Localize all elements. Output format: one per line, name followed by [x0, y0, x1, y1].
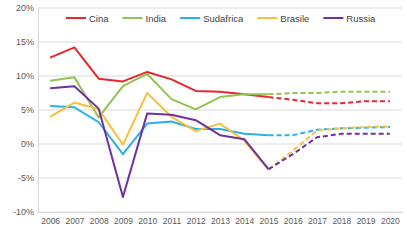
y-tick: 20%	[16, 3, 38, 13]
grid-line	[38, 8, 402, 9]
legend-label: India	[146, 13, 167, 24]
x-tick: 2017	[308, 212, 327, 226]
y-tick-label: 20%	[16, 3, 34, 13]
grid-line	[38, 144, 402, 145]
y-tick-label: 0%	[21, 139, 34, 149]
x-tick: 2011	[163, 212, 182, 226]
y-tick-label: 10%	[16, 71, 34, 81]
grid-line	[38, 76, 402, 77]
x-tick: 2010	[138, 212, 157, 226]
x-tick: 2006	[41, 212, 60, 226]
x-tick-label: 2013	[211, 216, 230, 226]
legend-swatch	[180, 17, 200, 19]
legend-label: Cina	[89, 13, 109, 24]
y-tick: 0%	[21, 139, 38, 149]
series-line	[50, 86, 268, 197]
x-tick-label: 2006	[41, 216, 60, 226]
legend-swatch	[123, 17, 143, 19]
x-axis: 2006 2007 2008 2009 2010 2011 2012 2013 2014 2015…	[39, 212, 403, 226]
series-line	[269, 126, 390, 170]
grid-line	[38, 110, 402, 111]
lines	[50, 47, 390, 197]
series-line	[269, 134, 390, 169]
x-tick-label: 2007	[65, 216, 84, 226]
x-tick: 2009	[114, 212, 133, 226]
x-tick-label: 2018	[332, 216, 351, 226]
y-axis-line	[38, 9, 39, 213]
x-tick: 2020	[381, 212, 400, 226]
legend-swatch	[257, 17, 277, 19]
y-tick: -5%	[18, 173, 38, 183]
x-tick-label: 2012	[187, 216, 206, 226]
x-axis-line	[39, 212, 403, 213]
x-tick: 2008	[90, 212, 109, 226]
legend-item: Russia	[323, 13, 376, 24]
grid-line	[38, 212, 402, 213]
x-tick: 2019	[357, 212, 376, 226]
grid-line	[38, 178, 402, 179]
y-tick: 5%	[21, 105, 38, 115]
plot: -10% -5% 0% 5% 10% 15% 20% 2006 2007 2008 2009 2010…	[13, 3, 403, 226]
y-tick-label: -10%	[13, 207, 34, 217]
grid	[38, 8, 402, 212]
series-line	[50, 93, 268, 170]
x-tick: 2013	[211, 212, 230, 226]
y-tick: 15%	[16, 37, 38, 47]
x-tick: 2018	[332, 212, 351, 226]
x-tick: 2014	[235, 212, 254, 226]
y-tick-label: 5%	[21, 105, 34, 115]
x-tick-label: 2011	[163, 216, 182, 226]
legend-swatch	[323, 17, 343, 19]
series-line	[269, 97, 390, 103]
x-tick-label: 2020	[381, 216, 400, 226]
x-tick: 2007	[65, 212, 84, 226]
legend-item: Brasile	[257, 13, 309, 24]
x-tick-label: 2019	[357, 216, 376, 226]
grid-line	[38, 42, 402, 43]
legend-swatch	[66, 17, 86, 19]
series-line	[50, 74, 268, 118]
y-tick-label: 15%	[16, 37, 34, 47]
y-axis: -10% -5% 0% 5% 10% 15% 20%	[13, 3, 39, 217]
x-tick-label: 2016	[284, 216, 303, 226]
x-tick: 2015	[260, 212, 279, 226]
legend-item: India	[123, 13, 167, 24]
x-tick-label: 2009	[114, 216, 133, 226]
y-tick-label: -5%	[18, 173, 34, 183]
x-tick-label: 2010	[138, 216, 157, 226]
legend-item: Sudafrica	[180, 13, 244, 24]
x-tick-label: 2008	[90, 216, 109, 226]
x-tick: 2016	[284, 212, 303, 226]
legend-label: Russia	[346, 13, 376, 24]
y-tick: 10%	[16, 71, 38, 81]
legend-label: Sudafrica	[203, 13, 244, 24]
legend-label: Brasile	[280, 13, 309, 24]
legend: Cina India Sudafrica Brasile Russia	[66, 13, 376, 24]
x-tick-label: 2014	[235, 216, 254, 226]
series-line	[269, 92, 390, 95]
x-tick-label: 2015	[260, 216, 279, 226]
y-tick: -10%	[13, 207, 38, 217]
x-tick: 2012	[187, 212, 206, 226]
chart: -10% -5% 0% 5% 10% 15% 20% 2006 2007 2008 2009 2010…	[0, 0, 407, 234]
legend-item: Cina	[66, 13, 109, 24]
x-tick-label: 2017	[308, 216, 327, 226]
